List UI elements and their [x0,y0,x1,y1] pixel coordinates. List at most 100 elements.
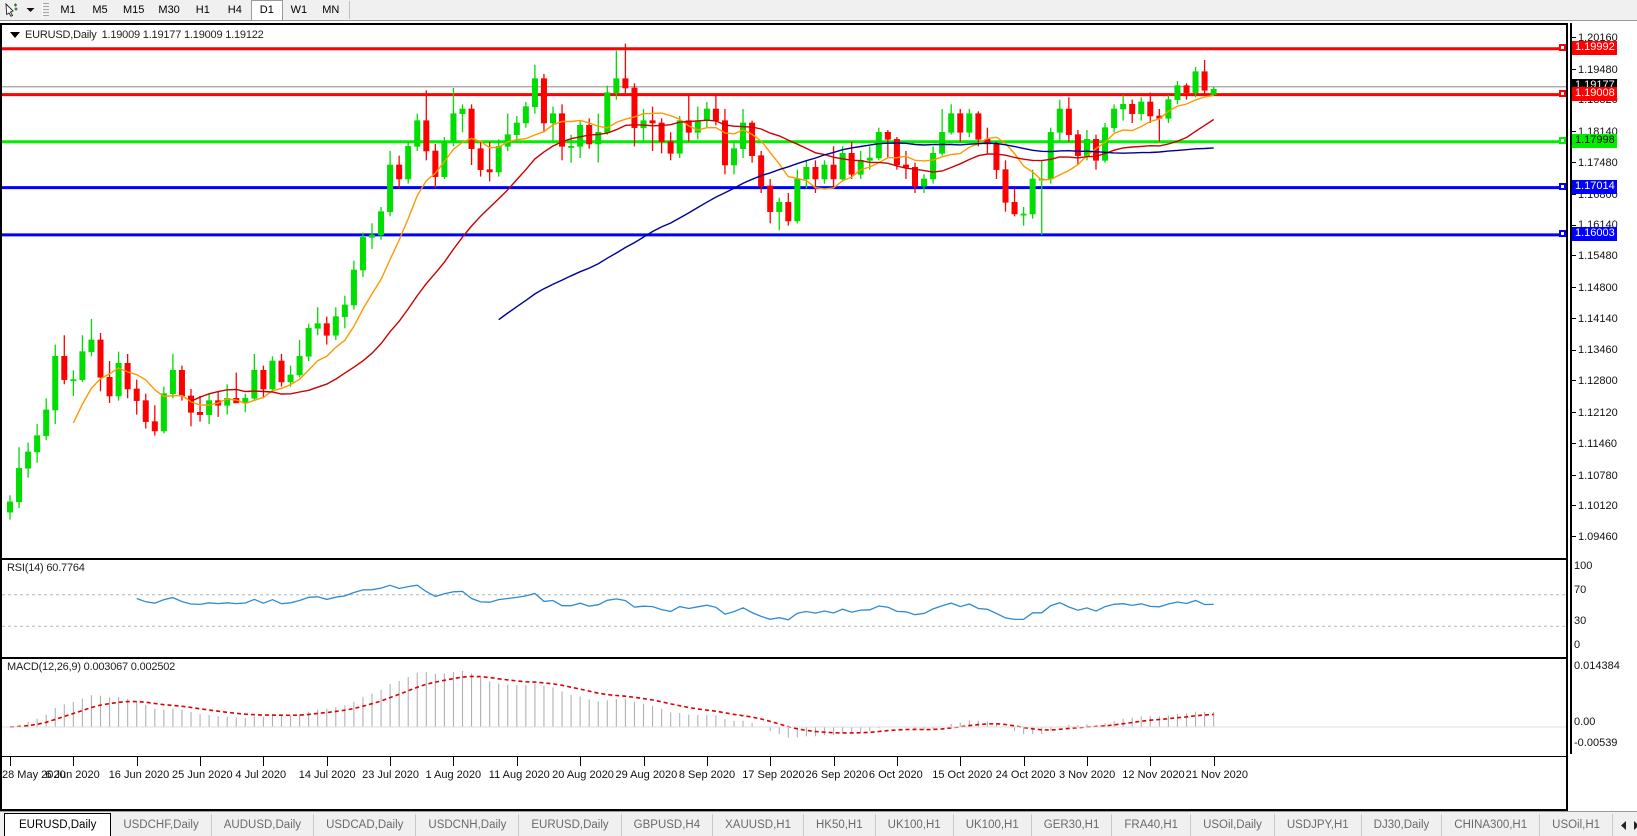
symbol-tab-hk50-h1[interactable]: HK50,H1 [804,814,876,836]
price-tag-1-19992[interactable]: 1.19992 [1572,40,1617,55]
level-handle[interactable] [1559,89,1566,97]
symbol-tab-eurusd-daily[interactable]: EURUSD,Daily [4,813,112,836]
timeframe-button-h1[interactable]: H1 [187,0,219,21]
chevron-down-icon[interactable] [22,1,38,20]
symbol-tab-china300-h1[interactable]: CHINA300,H1 [1442,814,1541,836]
price-tick: 1.14140 [1572,313,1618,325]
timeframe-button-mn[interactable]: MN [315,0,347,21]
level-handle[interactable] [1559,43,1566,51]
scale-separator [1570,23,1572,754]
price-tick-label: 1.16140 [1578,219,1618,232]
price-tag-1-16003[interactable]: 1.16003 [1572,226,1617,241]
time-axis-tick [643,757,645,766]
time-axis[interactable]: 28 May 2020 6 Jun 2020 16 Jun 2020 25 Jun 2… [2,756,1566,809]
price-tick: 1.12800 [1572,376,1618,387]
macd-histogram [18,670,1215,738]
symbol-tab-label: HK50,H1 [815,819,863,831]
price-candlestick-plot [2,43,1566,520]
symbol-tab-label: USDCHF,Daily [123,819,199,831]
time-axis-label: 17 Sep 2020 [742,769,805,781]
symbol-tab-ger30-h1[interactable]: GER30,H1 [1032,814,1113,836]
macd-plot [2,670,1566,738]
rsi-panel[interactable]: RSI(14) 60.7764 [2,558,1566,655]
crosshair-cursor-icon[interactable] [0,1,22,20]
rsi-label: RSI(14) 60.7764 [7,562,85,574]
tab-scroll-controls[interactable] [1613,814,1637,836]
symbol-tab-usdcnh-daily[interactable]: USDCNH,Daily [416,814,520,836]
timeframe-button-d1[interactable]: D1 [250,0,283,21]
symbol-tab-uk100-h1[interactable]: UK100,H1 [954,814,1032,836]
time-axis-tick [1213,757,1215,766]
timeframe-button-m1[interactable]: M1 [52,0,84,21]
time-axis-tick [580,757,582,766]
price-tag-1-17014[interactable]: 1.17014 [1572,179,1617,194]
symbol-tab-fra40-h1[interactable]: FRA40,H1 [1112,814,1192,836]
level-handle[interactable] [1559,182,1566,190]
price-scale[interactable]: 1.201601.194801.191771.188201.181401.174… [1570,23,1637,811]
rsi-tick-label: 100 [1574,560,1593,572]
rsi-tick-label: 70 [1574,583,1587,596]
price-tick-label: 1.16800 [1578,188,1618,201]
time-axis-label: 11 Aug 2020 [488,769,550,781]
price-panel[interactable]: EURUSD,Daily 1.19009 1.19177 1.19009 1.1… [2,25,1566,556]
symbol-tab-usoil-daily[interactable]: USOil,Daily [1191,814,1275,836]
time-axis-tick [896,757,898,766]
time-axis-label: 21 Nov 2020 [1185,769,1249,781]
time-axis-tick [1150,757,1152,766]
time-axis-label: 6 Jun 2020 [45,769,100,781]
price-tick: 1.14800 [1572,281,1618,294]
price-tick-label: 1.13460 [1578,344,1618,357]
triangle-down-icon[interactable] [10,32,20,38]
price-tick-label: 1.10780 [1578,469,1618,482]
price-tick: 1.18140 [1572,127,1618,138]
timeframe-button-w1[interactable]: W1 [283,0,315,21]
arrow-left-icon[interactable] [1620,820,1627,830]
level-handle[interactable] [1559,229,1566,237]
symbol-tab-gbpusd-h4[interactable]: GBPUSD,H4 [622,814,714,836]
level-handle[interactable] [1559,136,1566,144]
rsi-tick-label: 30 [1574,615,1587,628]
macd-panel[interactable]: MACD(12,26,9) 0.003067 0.002502 [2,657,1566,754]
symbol-tab-uk100-h1[interactable]: UK100,H1 [876,814,954,836]
toolbar-divider [348,1,350,19]
price-tick-label: 1.11460 [1578,437,1617,450]
symbol-tab-eurusd-daily[interactable]: EURUSD,Daily [519,814,622,836]
symbol-tab-audusd-daily[interactable]: AUDUSD,Daily [212,814,315,836]
price-tick-label: 1.09460 [1578,531,1618,544]
symbol-tab-label: UK100,H1 [887,819,941,831]
price-tag-1-17998[interactable]: 1.17998 [1572,133,1617,148]
chart-window[interactable]: EURUSD,Daily 1.19009 1.19177 1.19009 1.1… [0,23,1568,811]
timeframe-label: H4 [227,4,242,16]
price-tick-label: 1.14800 [1578,281,1618,294]
price-tick-label: 1.12120 [1578,407,1618,420]
timeframe-button-m5[interactable]: M5 [84,0,116,21]
symbol-tab-dj30-daily[interactable]: DJ30,Daily [1362,814,1443,836]
symbol-tab-label: USDJPY,H1 [1286,819,1349,831]
symbol-tab-usdchf-daily[interactable]: USDCHF,Daily [111,814,212,836]
time-axis-label: 29 Aug 2020 [615,769,678,781]
price-tick-label: 1.10120 [1578,500,1618,513]
time-axis-tick [453,757,455,766]
drag-grip-icon[interactable] [42,2,49,18]
price-tick-label: 1.19480 [1578,63,1618,76]
price-tick: 1.15480 [1572,251,1618,262]
symbol-tab-usoil-h1[interactable]: USOil,H1 [1540,814,1614,836]
symbol-tab-label: FRA40,H1 [1124,819,1179,831]
symbol-tab-label: AUDUSD,Daily [223,819,302,831]
symbol-tab-strip[interactable]: EURUSD,Daily USDCHF,Daily AUDUSD,Daily USDC… [0,811,1637,836]
time-axis-label: 25 Jun 2020 [172,769,233,781]
timeframe-button-m30[interactable]: M30 [151,0,186,21]
time-axis-label: 28 May 2020 [2,769,66,781]
price-tick: 1.09460 [1572,532,1618,543]
macd-tick-label: 0.00 [1574,716,1596,728]
symbol-tab-usdcad-daily[interactable]: USDCAD,Daily [314,814,417,836]
timeframe-button-m15[interactable]: M15 [116,0,151,21]
price-tick-label: 1.20160 [1578,31,1618,44]
symbol-tab-xauusd-h1[interactable]: XAUUSD,H1 [713,814,804,836]
price-tick: 1.12120 [1572,408,1618,419]
arrow-right-icon[interactable] [1633,820,1637,830]
timeframe-button-h4[interactable]: H4 [219,0,251,21]
price-tag-1-19008[interactable]: 1.19008 [1572,86,1617,101]
price-tick: 1.10780 [1572,469,1618,482]
symbol-tab-usdjpy-h1[interactable]: USDJPY,H1 [1275,814,1362,836]
